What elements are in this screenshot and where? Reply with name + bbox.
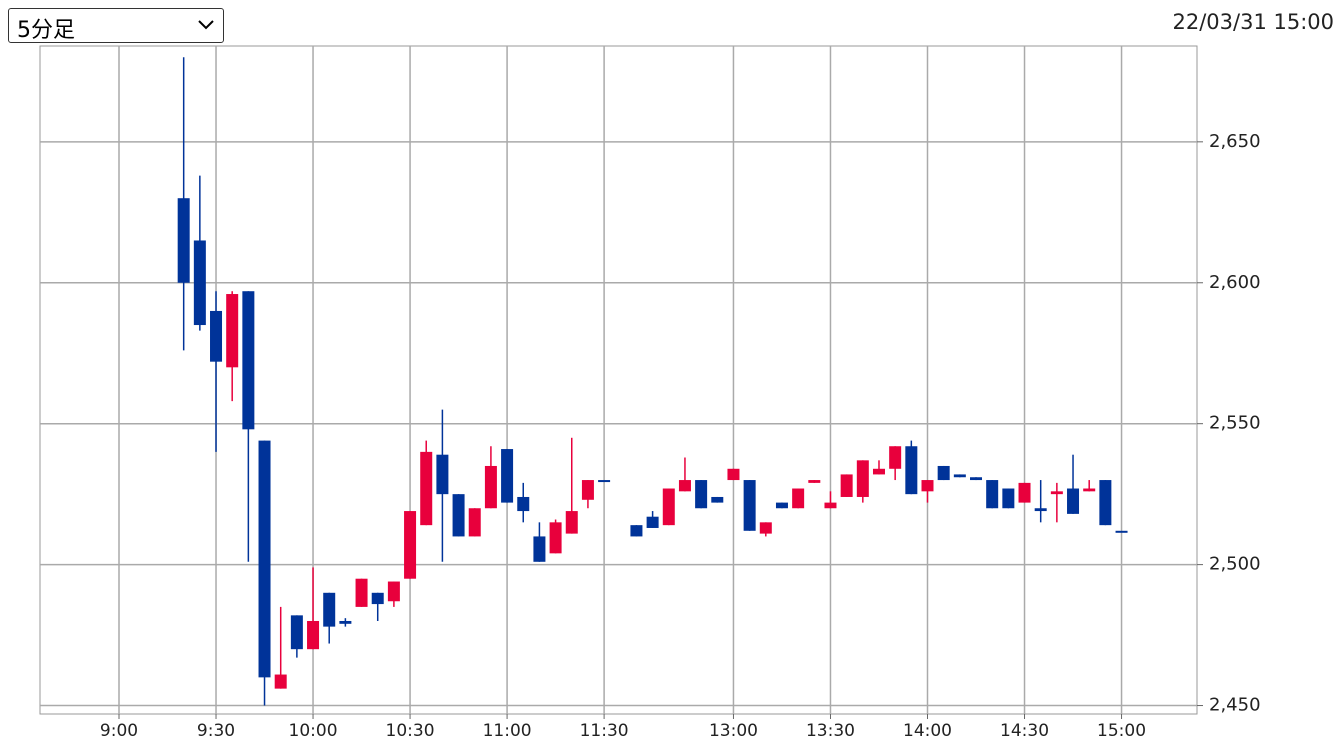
x-tick-label: 13:00 bbox=[709, 721, 758, 741]
candle-body bbox=[484, 465, 497, 509]
candle-body bbox=[420, 451, 433, 526]
candle-body bbox=[970, 477, 983, 481]
timeframe-dropdown[interactable]: 5分足 bbox=[8, 8, 224, 43]
x-tick-label: 10:00 bbox=[289, 721, 338, 741]
candle-body bbox=[371, 592, 384, 605]
candle-body bbox=[452, 494, 465, 537]
candle-body bbox=[290, 615, 303, 650]
candle-body bbox=[840, 474, 853, 497]
y-tick-label: 2,650 bbox=[1209, 131, 1261, 152]
candle-body bbox=[404, 511, 417, 579]
candle-body bbox=[808, 480, 821, 483]
candle-body bbox=[856, 460, 869, 497]
candle-body bbox=[258, 440, 271, 678]
candle-body bbox=[1034, 508, 1047, 512]
candle-body bbox=[355, 578, 368, 607]
timestamp: 22/03/31 15:00 bbox=[1172, 10, 1334, 34]
candle-body bbox=[549, 522, 562, 554]
x-tick-label: 9:30 bbox=[197, 721, 235, 741]
candle-body bbox=[533, 536, 546, 562]
candle-body bbox=[711, 496, 724, 503]
y-tick-label: 2,450 bbox=[1209, 695, 1261, 716]
candle-body bbox=[630, 525, 643, 537]
candle-body bbox=[1018, 482, 1031, 503]
candle-body bbox=[1115, 530, 1128, 533]
candle-body bbox=[501, 449, 514, 503]
candle-body bbox=[792, 488, 805, 509]
candle-body bbox=[937, 465, 950, 481]
x-tick-label: 14:30 bbox=[1000, 721, 1049, 741]
candle-body bbox=[759, 522, 772, 534]
candle-body bbox=[921, 480, 934, 492]
candle-body bbox=[824, 502, 837, 509]
y-tick-label: 2,500 bbox=[1209, 554, 1261, 575]
candle-body bbox=[323, 592, 336, 627]
x-tick-label: 13:30 bbox=[806, 721, 855, 741]
candle-body bbox=[581, 480, 594, 500]
candle-body bbox=[177, 198, 190, 283]
candle-body bbox=[226, 294, 239, 368]
candle-body bbox=[905, 446, 918, 495]
y-tick-label: 2,550 bbox=[1209, 413, 1261, 434]
x-tick-label: 11:00 bbox=[483, 721, 532, 741]
candle-body bbox=[387, 581, 400, 602]
plot-frame bbox=[39, 45, 1198, 715]
candle-body bbox=[889, 446, 902, 469]
x-tick-label: 11:30 bbox=[580, 721, 629, 741]
candle-body bbox=[193, 240, 206, 326]
candle-body bbox=[517, 496, 530, 512]
candle-body bbox=[727, 468, 740, 481]
candle-body bbox=[1083, 488, 1096, 492]
x-tick-label: 15:00 bbox=[1097, 721, 1146, 741]
candle-body bbox=[695, 480, 708, 509]
candle-body bbox=[678, 480, 691, 492]
y-tick-label: 2,600 bbox=[1209, 272, 1261, 293]
candle-body bbox=[307, 620, 320, 650]
candle-body bbox=[986, 480, 999, 509]
candle-body bbox=[339, 620, 352, 624]
candle-body bbox=[662, 488, 675, 526]
x-tick-label: 10:30 bbox=[386, 721, 435, 741]
candle-body bbox=[1002, 488, 1015, 509]
candle-body bbox=[775, 502, 788, 509]
candle-body bbox=[436, 454, 449, 495]
x-tick-label: 14:00 bbox=[903, 721, 952, 741]
candle-body bbox=[274, 674, 287, 689]
candle-body bbox=[953, 474, 966, 478]
candle-body bbox=[1067, 488, 1080, 514]
candle-body bbox=[242, 291, 255, 430]
candle-body bbox=[1099, 480, 1112, 526]
x-tick-label: 9:00 bbox=[100, 721, 138, 741]
timeframe-label: 5分足 bbox=[17, 18, 75, 43]
candle-body bbox=[565, 511, 578, 534]
candle-body bbox=[743, 480, 756, 531]
candle-body bbox=[210, 310, 223, 362]
candle-body bbox=[598, 480, 611, 483]
candle-body bbox=[646, 516, 659, 528]
candle-body bbox=[872, 468, 885, 475]
candle-body bbox=[468, 508, 481, 537]
candle-body bbox=[1050, 491, 1063, 495]
chevron bbox=[198, 20, 214, 30]
